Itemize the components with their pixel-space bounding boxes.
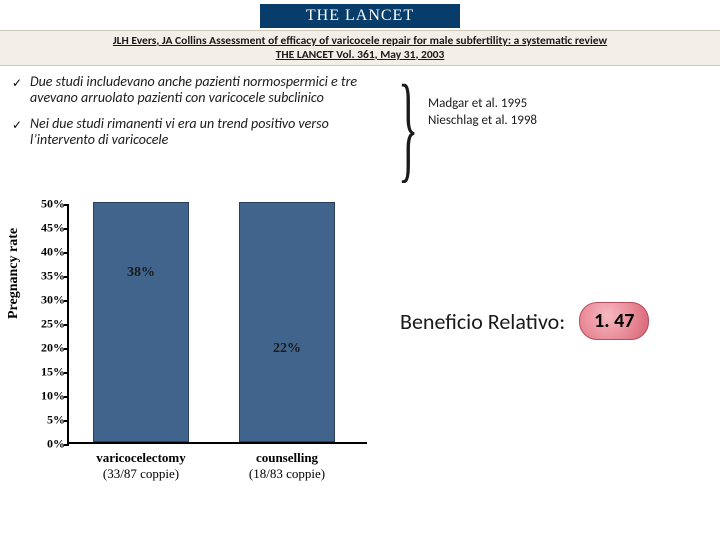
reference-line: Nieschlag et al. 1998 (428, 113, 708, 130)
y-tick-label: 20% (27, 341, 65, 356)
pregnancy-rate-chart: Pregnancy rate 0%5%10%15%20%25%30%35%40%… (12, 204, 382, 514)
y-tick-mark (64, 444, 69, 446)
bullet-item: ✓ Nei due studi rimanenti vi era un tren… (12, 116, 392, 148)
y-axis-label: Pregnancy rate (6, 228, 22, 319)
y-tick-mark (64, 372, 69, 374)
chart-plot-area: 0%5%10%15%20%25%30%35%40%45%50%38%varico… (67, 204, 367, 444)
y-tick-label: 40% (27, 245, 65, 260)
y-tick-mark (64, 324, 69, 326)
beneficio-label: Beneficio Relativo: (400, 308, 565, 335)
y-tick-mark (64, 204, 69, 206)
check-icon: ✓ (12, 116, 30, 148)
brace-column: } (392, 74, 422, 158)
x-label-main: varicocelectomy (78, 450, 204, 466)
citation-bar: JLH Evers, JA Collins Assessment of effi… (0, 30, 720, 66)
beneficio-row: Beneficio Relativo: 1. 47 (400, 302, 649, 340)
x-axis-label: varicocelectomy(33/87 coppie) (78, 450, 204, 482)
x-label-sub: (33/87 coppie) (78, 466, 204, 482)
y-tick-mark (64, 252, 69, 254)
y-tick-mark (64, 228, 69, 230)
reference-line: Madgar et al. 1995 (428, 96, 708, 113)
y-tick-label: 30% (27, 293, 65, 308)
bullets-column: ✓ Due studi includevano anche pazienti n… (12, 74, 392, 158)
content-row: ✓ Due studi includevano anche pazienti n… (0, 74, 720, 158)
lancet-logo: THE LANCET (260, 4, 460, 28)
bar-value-label: 22% (240, 341, 334, 357)
y-tick-label: 25% (27, 317, 65, 332)
y-tick-mark (64, 276, 69, 278)
chart-bar: 22% (239, 202, 335, 442)
y-tick-label: 5% (27, 413, 65, 428)
bar-value-label: 38% (94, 265, 188, 281)
citation-line2: THE LANCET Vol. 361, May 31, 2003 (8, 48, 712, 62)
y-tick-mark (64, 420, 69, 422)
y-tick-label: 10% (27, 389, 65, 404)
x-label-sub: (18/83 coppie) (224, 466, 350, 482)
bullet-text: Due studi includevano anche pazienti nor… (30, 74, 392, 106)
x-axis-label: counselling(18/83 coppie) (224, 450, 350, 482)
citation-line1: JLH Evers, JA Collins Assessment of effi… (8, 34, 712, 48)
x-label-main: counselling (224, 450, 350, 466)
curly-brace-icon: } (398, 70, 418, 184)
chart-bar: 38% (93, 202, 189, 442)
y-tick-mark (64, 348, 69, 350)
y-tick-mark (64, 300, 69, 302)
bullet-text: Nei due studi rimanenti vi era un trend … (30, 116, 392, 148)
references-column: Madgar et al. 1995 Nieschlag et al. 1998 (422, 74, 708, 158)
y-tick-label: 50% (27, 197, 65, 212)
y-tick-label: 0% (27, 437, 65, 452)
y-tick-label: 15% (27, 365, 65, 380)
y-tick-label: 45% (27, 221, 65, 236)
y-tick-label: 35% (27, 269, 65, 284)
beneficio-value-pill: 1. 47 (579, 302, 649, 340)
bullet-item: ✓ Due studi includevano anche pazienti n… (12, 74, 392, 106)
y-tick-mark (64, 396, 69, 398)
check-icon: ✓ (12, 74, 30, 106)
